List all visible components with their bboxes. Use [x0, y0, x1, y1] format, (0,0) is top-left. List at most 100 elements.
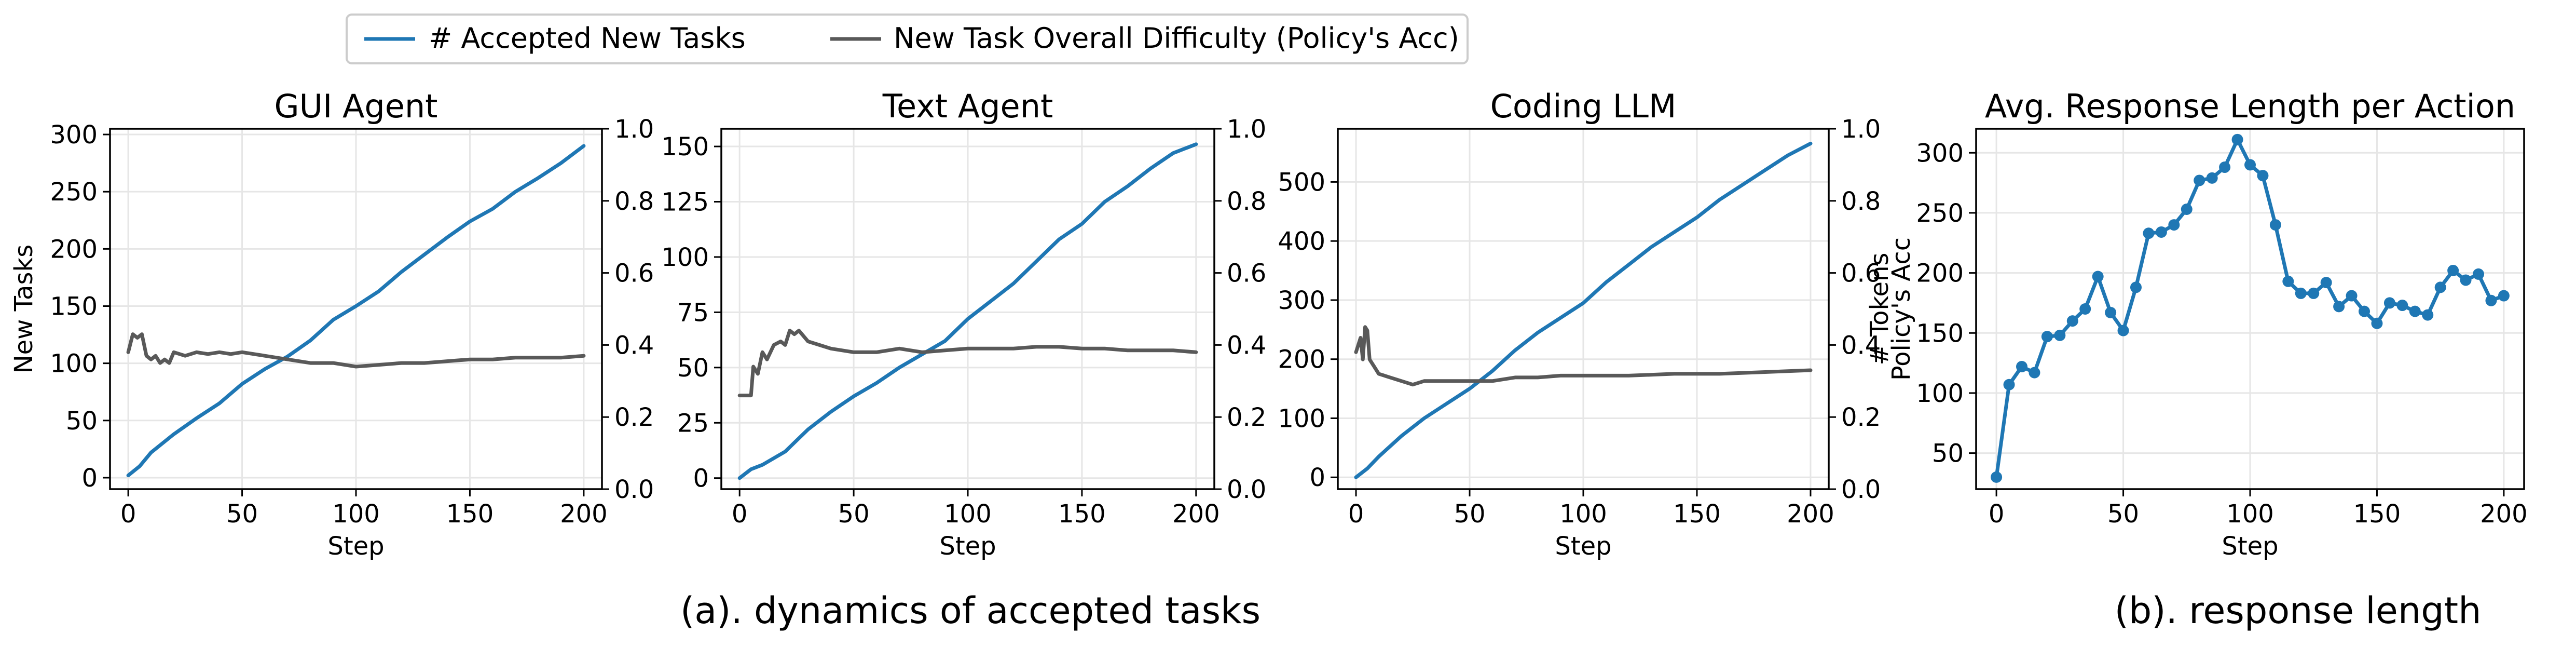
data-point: [2473, 268, 2484, 280]
y2-tick-label: 0.2: [614, 403, 654, 432]
data-point: [2003, 379, 2015, 390]
panel-text-agent: 0 50 100 150 200 0 25 50 75 100 125 150 0.0 0.2 0.4 0.6…: [661, 87, 1266, 561]
data-point: [2383, 297, 2395, 309]
data-point: [2029, 367, 2040, 379]
panel-coding-llm: 0 50 100 150 200 0 100 200 300 400 500 0.0 0.2 0.4 0.6…: [1278, 87, 1916, 561]
data-point: [2396, 300, 2408, 312]
y-tick-label: 50: [66, 407, 98, 436]
x-tick-label: 200: [1787, 500, 1834, 529]
y-tick-label: 250: [1916, 199, 1964, 228]
data-point: [2409, 305, 2421, 317]
legend-frame: [346, 14, 1469, 64]
y-tick-label: 125: [661, 188, 709, 217]
data-point: [2231, 133, 2243, 145]
y2-tick-label: 0.4: [614, 331, 654, 360]
y-tick-label: 50: [677, 354, 709, 383]
x-tick-label: 150: [1673, 500, 1721, 529]
data-point: [2092, 271, 2104, 282]
data-point: [2155, 226, 2167, 238]
legend-label-acc: New Task Overall Difficulty (Policy's Ac…: [894, 22, 1459, 55]
y-tick-label: 150: [1916, 319, 1964, 348]
y2-tick-label: 0.0: [1227, 475, 1266, 504]
y-tick-label: 500: [1278, 168, 1325, 197]
data-point: [2257, 170, 2269, 182]
y-axis-label: # Tokens: [1865, 252, 1894, 365]
data-point: [2422, 309, 2434, 321]
panel-response-length: 0 50 100 150 200 50 100 150 200 250 300 Avg. Respon…: [1865, 87, 2528, 561]
x-axis-label: Step: [327, 532, 384, 561]
x-tick-label: 100: [332, 500, 380, 529]
data-point: [2244, 159, 2256, 171]
y-tick-label: 400: [1278, 227, 1325, 256]
y-tick-label: 0: [693, 464, 709, 493]
y2-tick-label: 0.4: [1841, 331, 1881, 360]
y-tick-label: 0: [81, 464, 98, 493]
x-tick-label: 50: [226, 500, 258, 529]
y-tick-label: 100: [661, 243, 709, 272]
panel-gui-agent: 0 50 100 150 200 0 50 100 150 200 250 300 0.0 0.2 0.4 0…: [9, 87, 654, 561]
y2-tick-label: 0.0: [614, 475, 654, 504]
data-point: [2434, 281, 2446, 293]
x-tick-label: 150: [446, 500, 494, 529]
data-point: [1991, 471, 2003, 483]
caption-b: (b). response length: [2115, 589, 2482, 632]
data-point: [2447, 264, 2459, 276]
x-tick-label: 50: [838, 500, 870, 529]
data-point: [2295, 287, 2307, 299]
y2-tick-label: 0.8: [1841, 187, 1881, 216]
y-tick-label: 50: [1932, 439, 1964, 468]
y2-tick-label: 0.2: [1227, 403, 1266, 432]
x-axis-label: Step: [2222, 532, 2278, 561]
series-line-policy-acc: [737, 329, 1198, 398]
y2-axis-label: Policy's Acc: [1887, 237, 1916, 381]
y-tick-label: 200: [1278, 345, 1325, 374]
y2-tick-label: 0.6: [1227, 259, 1266, 288]
data-point: [2320, 277, 2332, 289]
y2-tick-label: 0.8: [614, 187, 654, 216]
x-tick-label: 0: [732, 500, 748, 529]
y2-tick-label: 0.0: [1841, 475, 1881, 504]
data-point: [2206, 172, 2218, 184]
data-point: [2371, 317, 2383, 329]
data-point: [2168, 219, 2180, 231]
y-tick-label: 75: [677, 298, 709, 327]
y2-tick-label: 0.8: [1227, 187, 1266, 216]
x-tick-label: 150: [2353, 500, 2401, 529]
data-point: [2485, 294, 2497, 306]
data-point: [2054, 329, 2066, 341]
data-point: [2143, 227, 2155, 239]
data-point: [2282, 275, 2294, 287]
series-line-policy-acc: [1354, 325, 1813, 387]
x-tick-label: 0: [120, 500, 136, 529]
data-point: [2181, 203, 2193, 215]
x-tick-label: 200: [560, 500, 608, 529]
data-point: [2130, 281, 2142, 293]
data-point: [2117, 325, 2129, 336]
x-tick-label: 200: [2480, 500, 2528, 529]
legend-label-tasks: # Accepted New Tasks: [429, 22, 746, 55]
x-tick-label: 0: [1348, 500, 1364, 529]
y-tick-label: 250: [50, 178, 98, 207]
y-tick-label: 0: [1309, 463, 1325, 492]
y-tick-label: 300: [1916, 139, 1964, 168]
series-line-policy-acc: [126, 332, 586, 369]
caption-a: (a). dynamics of accepted tasks: [680, 589, 1260, 632]
legend: # Accepted New Tasks New Task Overall Di…: [346, 14, 1469, 64]
data-point: [2460, 274, 2472, 286]
panel-title: GUI Agent: [275, 87, 438, 125]
data-point: [2041, 331, 2053, 343]
data-point: [2219, 161, 2231, 173]
data-point: [2079, 303, 2091, 315]
panel-title: Avg. Response Length per Action: [1985, 87, 2515, 125]
x-tick-label: 100: [1559, 500, 1607, 529]
y2-tick-label: 0.4: [1227, 331, 1266, 360]
y2-tick-label: 0.6: [614, 259, 654, 288]
y-tick-label: 25: [677, 409, 709, 438]
x-axis-label: Step: [1555, 532, 1611, 561]
panel-title: Coding LLM: [1490, 87, 1677, 125]
y-tick-label: 100: [1278, 404, 1325, 433]
data-point: [2498, 290, 2510, 302]
data-point: [2346, 290, 2358, 302]
y-tick-label: 300: [50, 120, 98, 150]
